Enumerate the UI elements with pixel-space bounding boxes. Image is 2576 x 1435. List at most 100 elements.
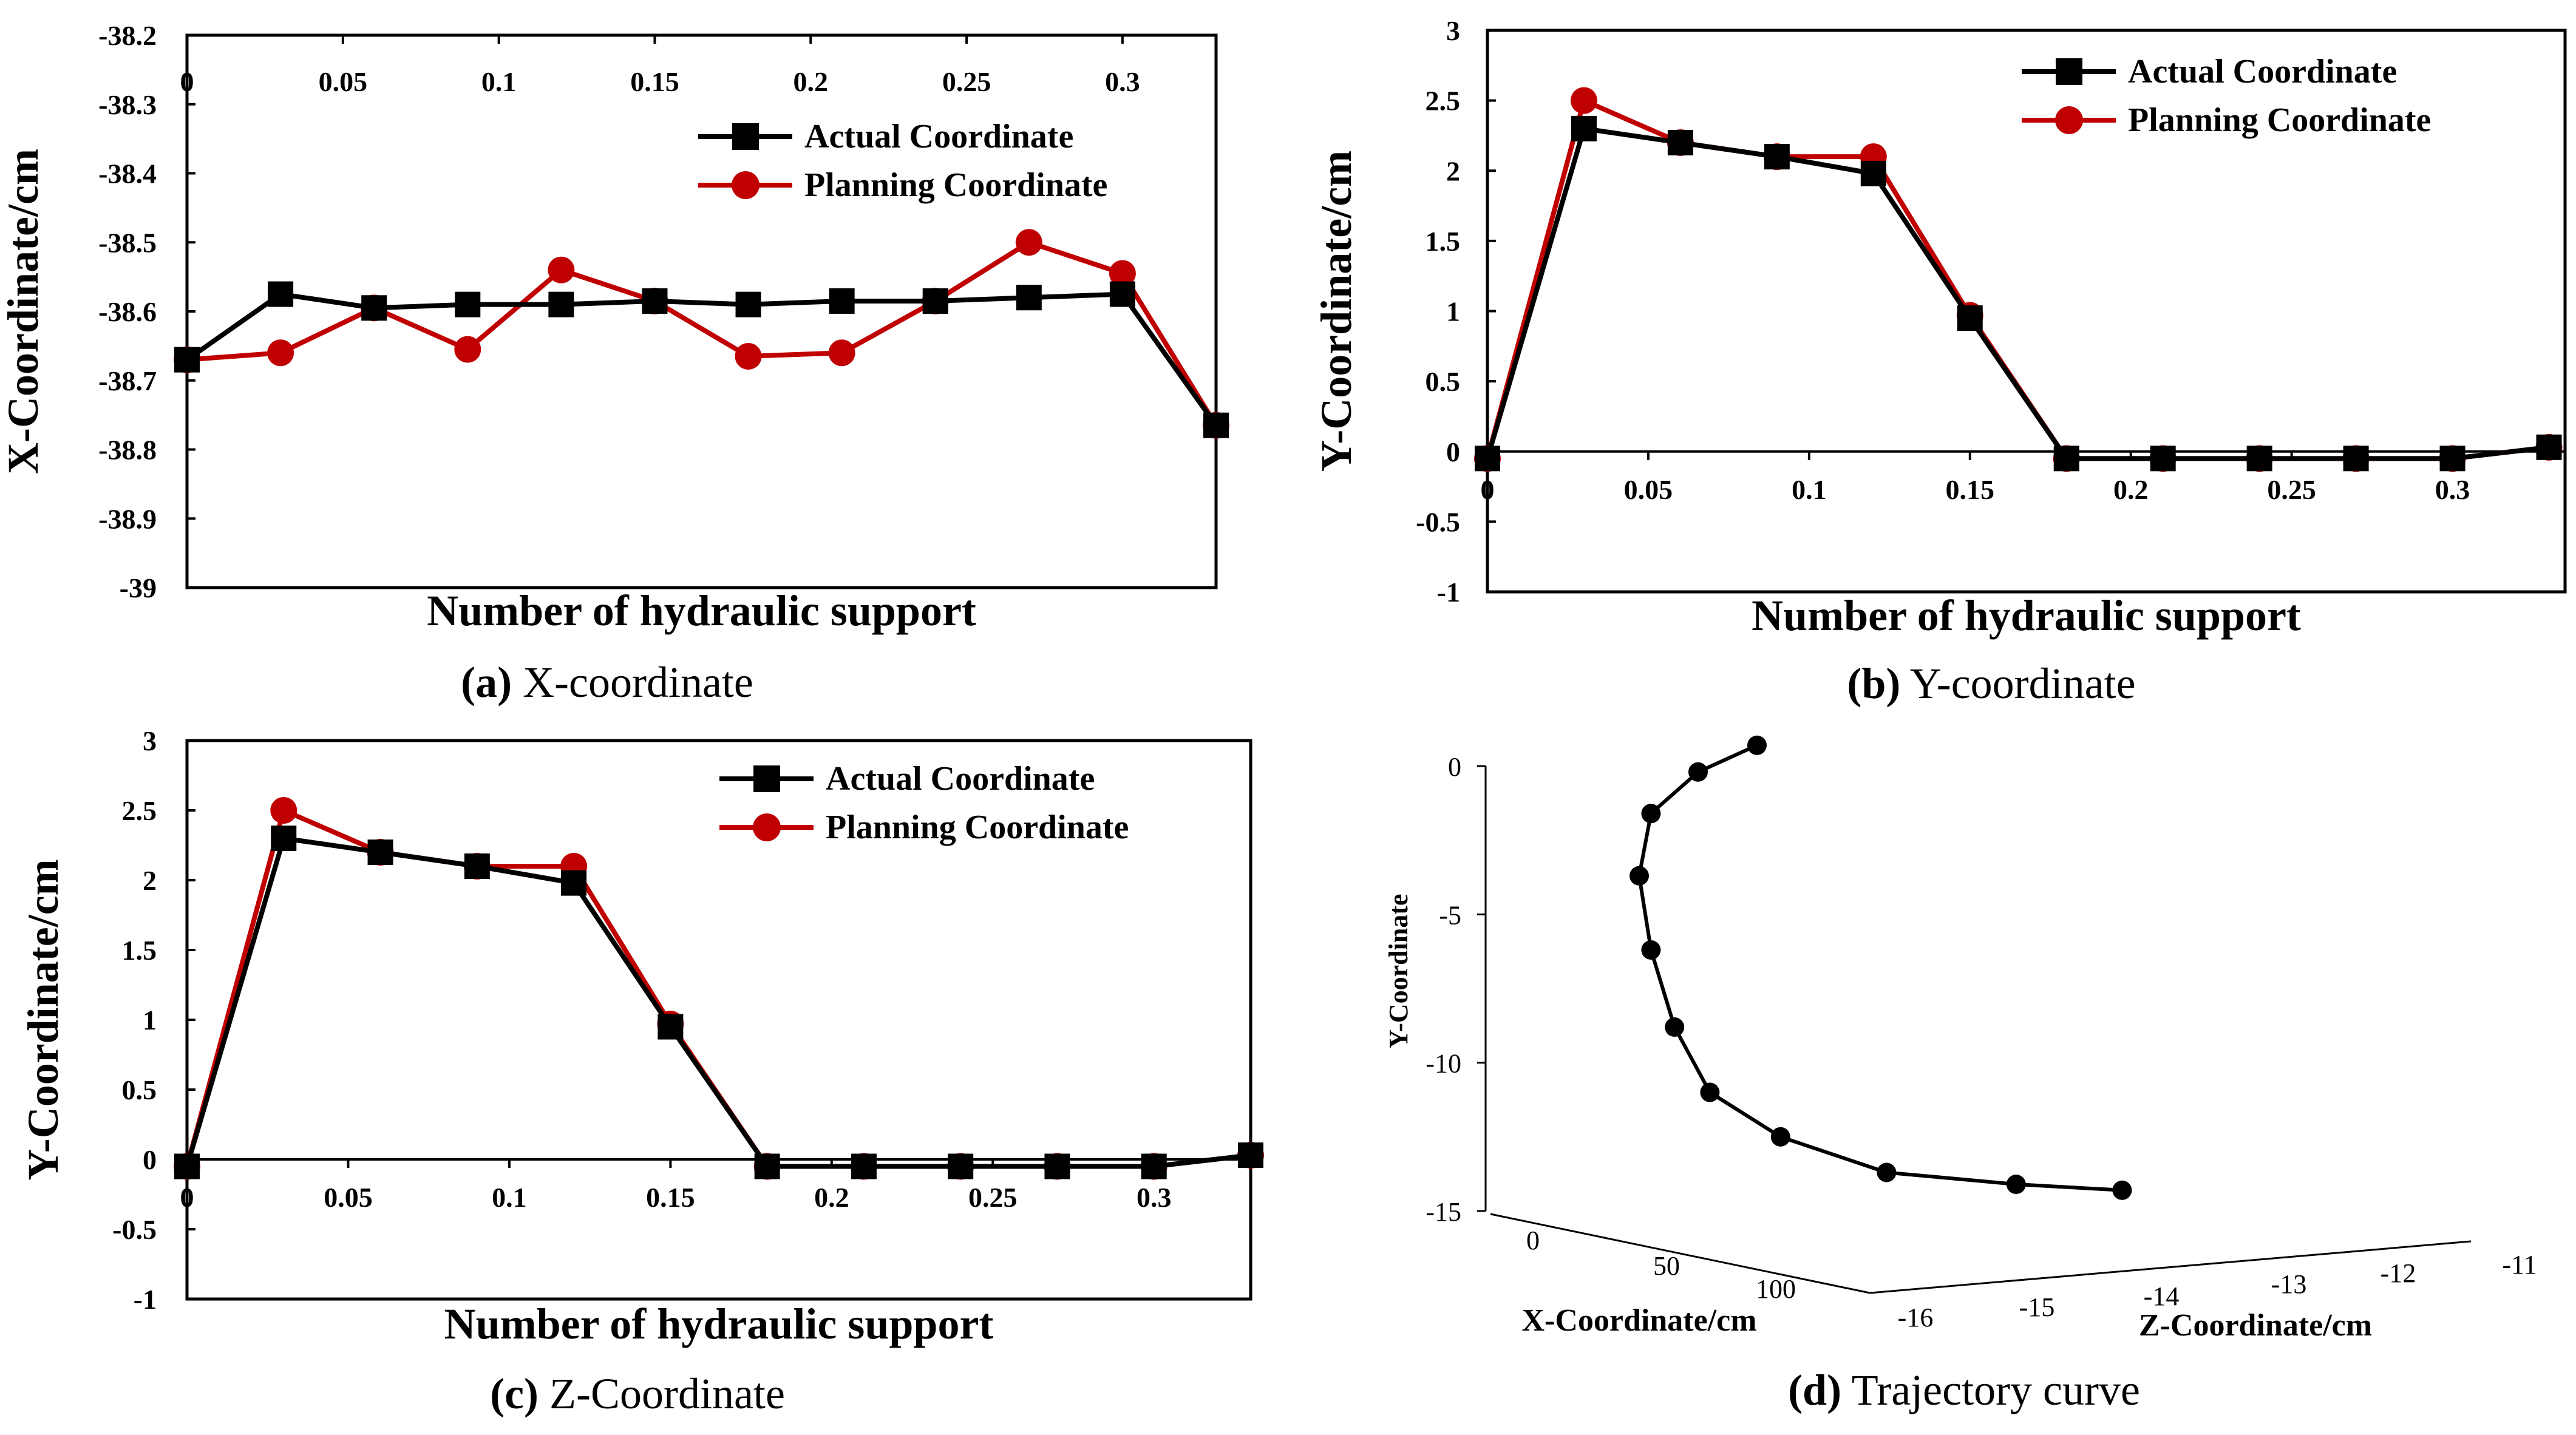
data-point-actual bbox=[948, 1153, 974, 1179]
x-tick-label: 0 bbox=[180, 1182, 194, 1213]
x-tick-label: 0.1 bbox=[1792, 474, 1827, 505]
data-point-actual bbox=[174, 1153, 200, 1179]
y-tick-label: 0 bbox=[1448, 752, 1461, 782]
x-axis-title: X-Coordinate/cm bbox=[1521, 1303, 1756, 1338]
legend-marker bbox=[753, 765, 780, 792]
subfigure-caption: (d) Trajectory curve bbox=[1788, 1366, 2140, 1414]
y-tick-label: -38.6 bbox=[98, 296, 157, 327]
data-point-actual bbox=[2536, 434, 2562, 460]
y-tick-label: -38.4 bbox=[98, 158, 157, 189]
x-tick-label: 100 bbox=[1756, 1274, 1796, 1304]
legend-label: Planning Coordinate bbox=[804, 166, 1107, 204]
y-tick-label: -38.5 bbox=[98, 227, 157, 258]
data-point-actual bbox=[2343, 446, 2369, 472]
data-point-actual bbox=[829, 288, 855, 314]
x-axis-title: Number of hydraulic support bbox=[427, 586, 976, 635]
x-tick-label: 0.25 bbox=[942, 66, 991, 97]
data-point-actual bbox=[1764, 144, 1790, 170]
caption-text: X-coordinate bbox=[512, 658, 753, 707]
trajectory-point bbox=[1630, 866, 1649, 886]
z-axis-title: Z-Coordinate/cm bbox=[2139, 1308, 2372, 1343]
legend-label: Actual Coordinate bbox=[2128, 53, 2397, 90]
data-point-actual bbox=[754, 1153, 780, 1179]
trajectory-point bbox=[1641, 940, 1661, 960]
y-axis-title: Y-Coordinate/cm bbox=[19, 859, 67, 1180]
y-tick-label: -38.9 bbox=[98, 503, 157, 534]
caption-letter: (d) bbox=[1788, 1366, 1841, 1414]
x-tick-label: 0.05 bbox=[1624, 474, 1673, 505]
trajectory-point bbox=[1700, 1082, 1720, 1102]
trajectory-point bbox=[2112, 1180, 2132, 1200]
x-tick-label: 0.15 bbox=[630, 66, 679, 97]
x-tick-label: 0.15 bbox=[646, 1182, 695, 1213]
data-point-planning bbox=[267, 339, 294, 367]
y-tick-label: -38.3 bbox=[98, 89, 157, 120]
z-tick-label: -11 bbox=[2502, 1250, 2537, 1280]
y-axis-title: X-Coordinate/cm bbox=[0, 149, 47, 474]
legend-label: Actual Coordinate bbox=[804, 118, 1073, 155]
x-tick-label: 0.15 bbox=[1946, 474, 1995, 505]
chart-1: 3 2.5 2 1.5 1 0.5 0 -0.5 -1 0 0.05 0.1 0.15 0.2 0.25 0.… bbox=[1312, 15, 2567, 708]
chart-2: 3 2.5 2 1.5 1 0.5 0 -0.5 -1 0 0.05 0.1 0.15 0.2 0.25 0.… bbox=[19, 725, 1264, 1418]
z-tick-label: -13 bbox=[2271, 1269, 2307, 1299]
x-tick-label: 0.2 bbox=[2113, 474, 2149, 505]
legend-label: Planning Coordinate bbox=[2128, 101, 2431, 139]
series-line-planning bbox=[186, 240, 1218, 427]
y-tick-label: -38.2 bbox=[98, 20, 157, 51]
y-tick-label: -1 bbox=[1437, 577, 1460, 608]
data-point-actual bbox=[1141, 1153, 1167, 1179]
y-tick-label: 1 bbox=[1446, 296, 1460, 327]
x-axis-line bbox=[1490, 1213, 1871, 1294]
series-line-planning bbox=[185, 808, 1251, 1169]
series-line-planning bbox=[1485, 98, 2549, 461]
x-tick-label: 0.3 bbox=[2435, 474, 2470, 505]
data-point-actual bbox=[2439, 446, 2466, 472]
y-tick-label: 1 bbox=[143, 1005, 157, 1036]
data-point-actual bbox=[174, 347, 200, 373]
y-tick-label: -1 bbox=[134, 1284, 157, 1315]
y-tick-label: -0.5 bbox=[112, 1214, 157, 1245]
data-point-actual bbox=[1238, 1142, 1263, 1169]
data-point-actual bbox=[361, 295, 387, 321]
data-point-actual bbox=[1957, 305, 1983, 331]
data-point-planning bbox=[1109, 260, 1136, 287]
y-tick-label: 0.5 bbox=[1426, 366, 1461, 397]
x-tick-label: 0 bbox=[1526, 1226, 1540, 1255]
y-tick-label: 0.5 bbox=[122, 1074, 157, 1105]
y-tick-label: 1.5 bbox=[1426, 226, 1461, 257]
caption-letter: (b) bbox=[1847, 659, 1900, 708]
caption-letter: (c) bbox=[490, 1369, 539, 1418]
caption-letter: (a) bbox=[461, 658, 512, 707]
caption-text: Z-Coordinate bbox=[539, 1369, 785, 1418]
y-tick-label: 3 bbox=[143, 725, 157, 756]
x-tick-label: 0.2 bbox=[794, 66, 829, 97]
legend-label: Actual Coordinate bbox=[826, 760, 1095, 798]
trajectory-point bbox=[1747, 735, 1767, 755]
x-tick-label: 0.25 bbox=[968, 1182, 1018, 1213]
data-point-actual bbox=[851, 1153, 877, 1179]
data-point-planning bbox=[548, 256, 575, 283]
x-tick-label: 50 bbox=[1653, 1251, 1680, 1281]
data-point-actual bbox=[642, 288, 668, 314]
data-point-actual bbox=[1571, 115, 1597, 141]
y-tick-label: 2 bbox=[143, 865, 157, 896]
y-tick-label: 2.5 bbox=[122, 795, 157, 826]
trajectory-line bbox=[1637, 744, 2122, 1192]
z-tick-label: -15 bbox=[2019, 1292, 2055, 1322]
x-tick-label: 0 bbox=[180, 66, 194, 97]
data-point-actual bbox=[658, 1014, 684, 1040]
y-axis-title: Y-Coordinate/cm bbox=[1312, 151, 1361, 472]
trajectory-point bbox=[1877, 1162, 1897, 1182]
data-point-actual bbox=[561, 870, 587, 896]
data-point-actual bbox=[735, 291, 761, 317]
x-tick-label: 0.1 bbox=[481, 66, 517, 97]
data-point-actual bbox=[1044, 1153, 1070, 1179]
x-axis-title: Number of hydraulic support bbox=[444, 1300, 994, 1348]
y-tick-label: -0.5 bbox=[1416, 506, 1460, 537]
legend-marker bbox=[2056, 58, 2082, 85]
z-tick-label: -16 bbox=[1898, 1303, 1934, 1332]
y-tick-label: -15 bbox=[1426, 1197, 1461, 1227]
chart-3: 0 -5 -10 -15 Y-Coordinate 0 50 100X-Coordinate/… bbox=[1384, 735, 2537, 1414]
legend-marker bbox=[732, 123, 759, 150]
data-point-planning bbox=[270, 797, 297, 824]
